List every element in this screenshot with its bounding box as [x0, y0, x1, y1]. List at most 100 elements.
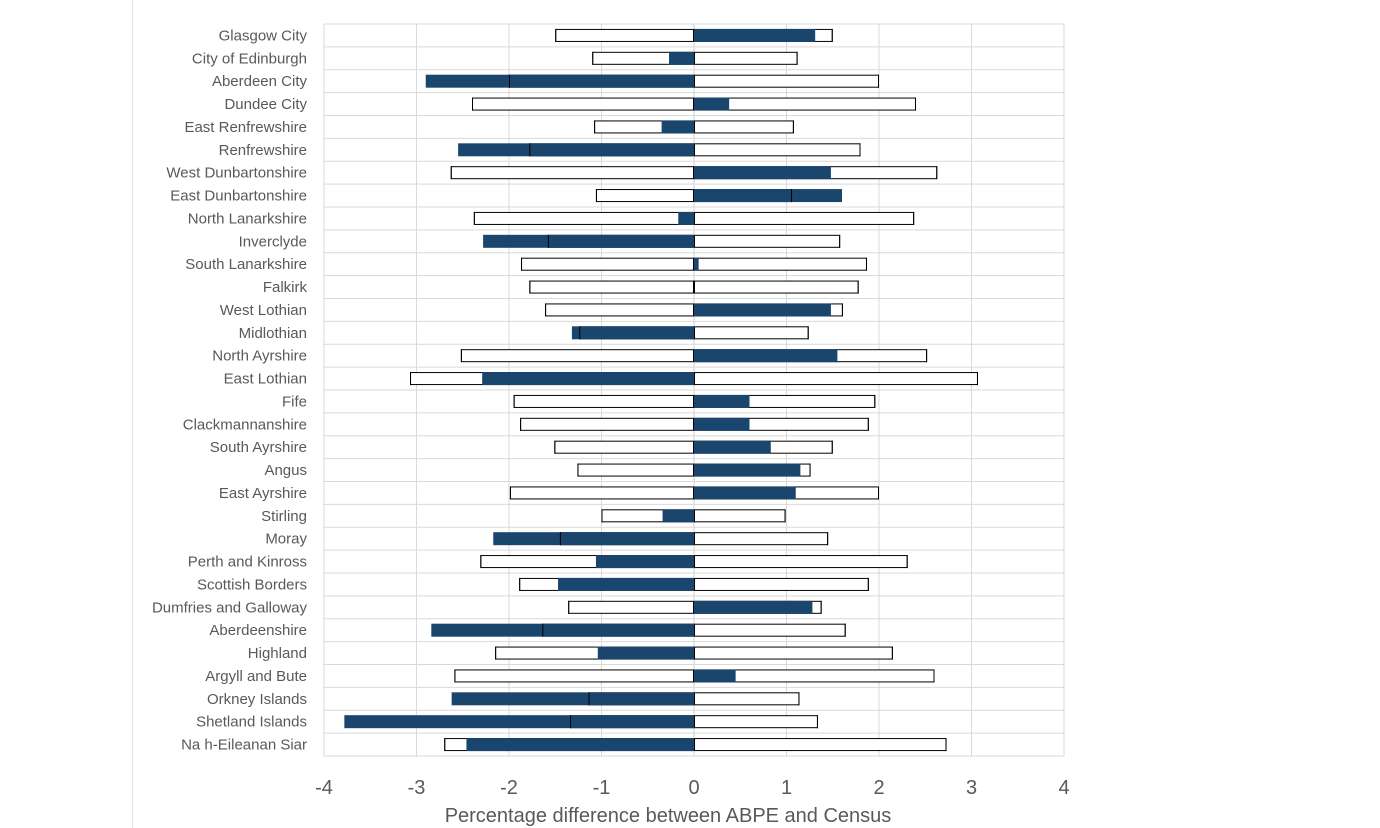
- difference-bar: [694, 166, 831, 180]
- category-label: Renfrewshire: [219, 142, 307, 159]
- difference-bar: [661, 120, 694, 134]
- category-label: South Ayrshire: [210, 439, 307, 456]
- range-bar-high: [694, 509, 786, 523]
- difference-bar: [597, 646, 694, 660]
- difference-bar: [662, 509, 694, 523]
- range-bar-high: [694, 280, 859, 294]
- category-label: Argyll and Bute: [205, 668, 307, 685]
- difference-bar: [694, 303, 831, 317]
- range-bar-high: [694, 577, 869, 591]
- category-label: Shetland Islands: [196, 714, 307, 731]
- difference-bar: [694, 349, 838, 363]
- x-tick-label: 0: [688, 777, 699, 799]
- category-label: Aberdeen City: [212, 73, 308, 90]
- difference-bar: [466, 738, 694, 752]
- range-bar-high: [694, 555, 908, 569]
- category-label: Falkirk: [263, 279, 308, 296]
- category-label: Midlothian: [239, 325, 307, 342]
- x-tick-label: 2: [873, 777, 884, 799]
- category-label: East Ayrshire: [219, 485, 307, 502]
- category-label: Stirling: [261, 508, 307, 525]
- category-label: South Lanarkshire: [185, 256, 307, 273]
- difference-bar: [482, 372, 694, 386]
- range-bar-low: [555, 28, 694, 42]
- x-tick-label: -1: [593, 777, 611, 799]
- difference-bar: [694, 440, 771, 454]
- category-label: West Dunbartonshire: [166, 165, 307, 182]
- category-label: Inverclyde: [239, 233, 307, 250]
- difference-bar: [669, 51, 694, 65]
- range-bar-high: [694, 532, 829, 546]
- category-label: Scottish Borders: [197, 576, 307, 593]
- difference-bar: [694, 486, 796, 500]
- category-labels-layer: Glasgow City City of Edinburgh Aberdeen Ci…: [152, 27, 308, 753]
- x-tick-label: -3: [408, 777, 426, 799]
- category-label: North Ayrshire: [212, 348, 307, 365]
- x-tick-label: 1: [781, 777, 792, 799]
- x-tick-label: -4: [315, 777, 333, 799]
- difference-bar: [558, 577, 694, 591]
- x-tick-labels-layer: -4 -3 -2 -1 0 1 2 3 4: [315, 777, 1069, 799]
- range-bar-low: [472, 97, 694, 111]
- range-bar-low: [454, 669, 694, 683]
- range-bar-low: [554, 440, 695, 454]
- category-label: Fife: [282, 393, 307, 410]
- range-bar-low: [509, 486, 694, 500]
- range-bar-high: [694, 738, 947, 752]
- category-label: Highland: [248, 645, 307, 662]
- difference-bar: [694, 669, 736, 683]
- range-bar-high: [694, 211, 915, 225]
- range-bar-high: [694, 120, 794, 134]
- category-label: Aberdeenshire: [209, 622, 307, 639]
- difference-bar: [571, 326, 694, 340]
- x-tick-label: 4: [1058, 777, 1069, 799]
- x-axis-title: Percentage difference between ABPE and C…: [445, 805, 892, 827]
- range-bar-low: [577, 463, 695, 477]
- difference-bar: [694, 257, 699, 271]
- category-label: Moray: [265, 531, 307, 548]
- range-bar-high: [694, 646, 893, 660]
- range-bar-low: [473, 211, 694, 225]
- difference-bar: [493, 532, 694, 546]
- category-label: City of Edinburgh: [192, 50, 307, 67]
- range-bar-high: [694, 51, 798, 65]
- range-bar-high: [694, 623, 846, 637]
- page-left-rule: [132, 0, 133, 828]
- range-bar-high: [694, 372, 978, 386]
- range-bar-high: [694, 692, 800, 706]
- range-bar-low: [460, 349, 694, 363]
- category-label: Dundee City: [224, 96, 307, 113]
- category-label: West Lothian: [220, 302, 307, 319]
- range-bar-low: [568, 600, 695, 614]
- range-bar-low: [513, 394, 694, 408]
- category-label: Orkney Islands: [207, 691, 307, 708]
- difference-bar: [694, 600, 813, 614]
- difference-bar: [344, 715, 694, 729]
- range-bar-low: [529, 280, 694, 294]
- category-label: East Dunbartonshire: [170, 188, 307, 205]
- x-tick-label: 3: [966, 777, 977, 799]
- range-bar-low: [595, 189, 695, 203]
- difference-bar: [694, 28, 816, 42]
- range-bar-high: [694, 234, 841, 248]
- difference-bar: [694, 189, 842, 203]
- difference-bar: [694, 463, 801, 477]
- range-bar-low: [520, 417, 694, 431]
- difference-bar: [425, 74, 694, 88]
- difference-bar: [458, 143, 694, 157]
- grid-layer: [323, 23, 1065, 757]
- range-bar-low: [450, 166, 694, 180]
- difference-bar: [483, 234, 694, 248]
- category-label: Angus: [264, 462, 307, 479]
- category-label: Glasgow City: [219, 27, 308, 44]
- category-label: Perth and Kinross: [188, 554, 307, 571]
- difference-bar: [694, 417, 750, 431]
- category-label: Clackmannanshire: [183, 416, 307, 433]
- difference-bar: [678, 211, 694, 225]
- range-bar-high: [694, 74, 879, 88]
- range-bar-high: [694, 143, 861, 157]
- range-bar-high: [694, 326, 809, 340]
- category-label: East Lothian: [224, 371, 307, 388]
- category-label: East Renfrewshire: [184, 119, 307, 136]
